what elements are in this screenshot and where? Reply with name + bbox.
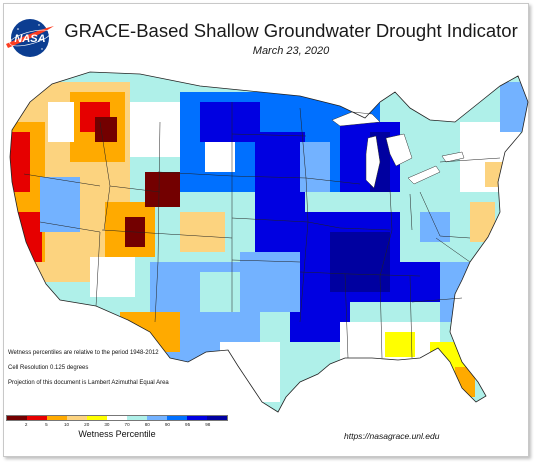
legend-tick: 5	[45, 422, 48, 427]
legend-swatch	[167, 416, 187, 420]
lake-michigan	[365, 135, 381, 189]
legend-swatch	[187, 416, 207, 420]
legend-tick: 98	[205, 422, 211, 427]
map-date: March 23, 2020	[252, 45, 330, 57]
note-projection: Projection of this document is Lambert A…	[8, 380, 169, 386]
legend-tick: 20	[84, 422, 90, 427]
lake-huron	[385, 133, 413, 167]
legend-swatch	[67, 416, 87, 420]
lake-ontario	[441, 151, 465, 163]
legend-tick: 80	[144, 422, 150, 427]
wetness-legend: 2 5 10 20 30 70 80 90 95 98 Wetness Perc…	[6, 415, 228, 445]
legend-swatch	[207, 416, 227, 420]
lake-erie	[407, 165, 441, 185]
legend-tick: 95	[185, 422, 191, 427]
legend-swatch	[7, 416, 27, 420]
legend-tick: 10	[63, 422, 70, 427]
map-notes: Wetness percentiles are relative to the …	[8, 346, 169, 391]
legend-swatch	[147, 416, 167, 420]
legend-tick: 90	[164, 422, 170, 427]
legend-swatch	[27, 416, 47, 420]
map-title: GRACE-Based Shallow Groundwater Drought …	[64, 20, 518, 41]
legend-tick: 30	[104, 422, 110, 427]
legend-tick: 2	[24, 422, 28, 427]
nasa-meatball-icon: NASA	[6, 19, 54, 57]
nasa-logo-text: NASA	[14, 33, 45, 45]
us-drought-map	[9, 71, 529, 413]
legend-swatch	[127, 416, 147, 420]
legend-swatch	[47, 416, 67, 420]
legend-ticks: 2 5 10 20 30 70 80 90 95 98	[6, 421, 228, 429]
state-borders	[9, 71, 529, 413]
legend-title: Wetness Percentile	[78, 429, 156, 439]
legend-swatch	[87, 416, 107, 420]
legend-color-bar	[6, 415, 228, 421]
legend-swatch	[107, 416, 127, 420]
note-resolution: Cell Resolution 0.125 degrees	[8, 365, 89, 371]
source-url[interactable]: https://nasagrace.unl.edu	[344, 431, 440, 441]
legend-tick: 70	[124, 422, 130, 427]
note-period: Wetness percentiles are relative to the …	[8, 350, 159, 356]
